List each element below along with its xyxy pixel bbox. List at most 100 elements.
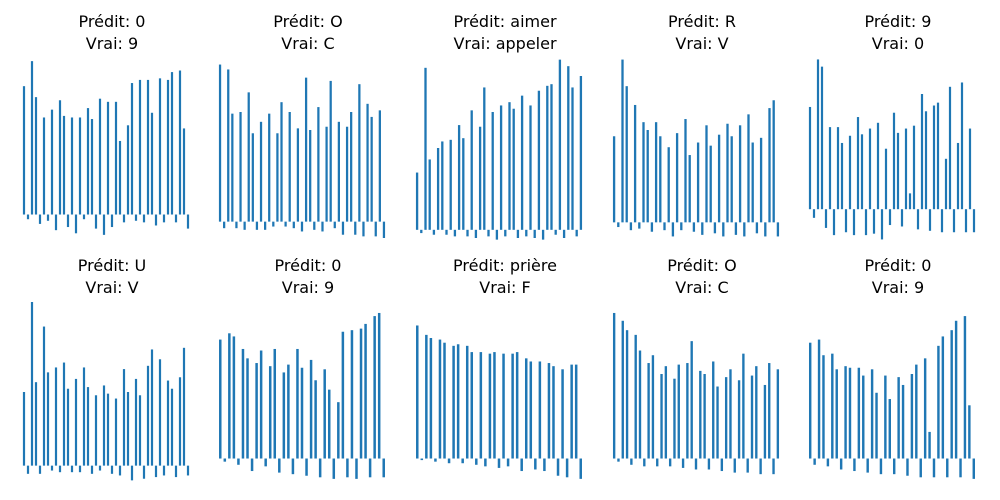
bar <box>546 85 549 230</box>
bar <box>106 393 110 466</box>
subplot-panel: Prédit: O Vrai: C <box>612 244 792 475</box>
bar <box>920 94 924 210</box>
bar <box>932 105 936 210</box>
bar <box>692 222 696 232</box>
bar <box>642 122 645 223</box>
bar <box>866 458 869 473</box>
bar <box>747 114 750 223</box>
bar <box>936 102 940 210</box>
bar <box>668 458 672 467</box>
bar <box>643 458 646 467</box>
bar <box>282 372 286 459</box>
bar <box>296 348 299 459</box>
bar <box>350 112 353 222</box>
bar <box>373 316 376 459</box>
bar <box>243 221 246 230</box>
bar <box>813 458 816 465</box>
bar <box>680 222 683 231</box>
bar <box>650 222 654 232</box>
bar <box>106 101 110 215</box>
bar <box>313 221 316 230</box>
bar <box>86 387 90 466</box>
bar <box>824 209 828 228</box>
bar <box>337 402 340 459</box>
bar <box>90 465 94 474</box>
bar-plot <box>415 59 583 240</box>
bar <box>901 384 905 459</box>
bar <box>237 458 240 465</box>
bar <box>479 352 483 459</box>
bar <box>30 302 34 466</box>
bar <box>337 121 340 222</box>
true-label: Vrai: V <box>85 278 139 297</box>
bar <box>552 366 555 459</box>
bar <box>621 320 624 459</box>
subplot-panel: Prédit: 9 Vrai: 0 <box>808 0 988 240</box>
bar <box>223 221 226 229</box>
bar <box>321 221 324 232</box>
true-label: Vrai: 9 <box>85 34 139 53</box>
bar <box>968 128 972 210</box>
bar <box>897 377 900 459</box>
bar <box>699 370 702 459</box>
bar <box>466 229 469 237</box>
bar <box>305 458 308 476</box>
bar <box>300 221 304 232</box>
bar <box>146 79 150 215</box>
bar <box>158 359 162 466</box>
bar <box>681 458 685 468</box>
bar <box>656 458 659 467</box>
bar <box>567 66 570 230</box>
bar <box>664 366 668 459</box>
bar <box>58 465 62 473</box>
bar <box>443 342 446 459</box>
bar <box>856 117 860 210</box>
bar <box>138 79 142 215</box>
bar <box>154 214 158 226</box>
bar <box>219 339 222 459</box>
bar <box>892 112 896 210</box>
bar <box>660 374 663 459</box>
bar <box>239 112 242 222</box>
bar <box>617 458 620 462</box>
bar <box>424 67 427 230</box>
predicted-label: Prédit: 0 <box>78 12 146 31</box>
bar-plot <box>808 59 976 240</box>
bar <box>441 141 444 230</box>
subplot-panel: Prédit: U Vrai: V <box>22 244 202 481</box>
bar <box>712 361 715 459</box>
true-label: Vrai: 9 <box>281 278 335 297</box>
bar <box>26 214 30 220</box>
bar <box>483 87 486 230</box>
bar <box>651 355 655 459</box>
bar <box>511 353 514 459</box>
bar <box>493 352 496 459</box>
bar <box>556 458 560 476</box>
bar <box>872 209 876 234</box>
bar <box>332 458 336 479</box>
true-label: Vrai: appeler <box>453 34 557 53</box>
bar <box>857 367 861 459</box>
predicted-label: Prédit: 0 <box>274 256 342 275</box>
bar <box>102 385 106 466</box>
bar <box>884 148 888 210</box>
bar <box>232 336 236 459</box>
bar <box>817 339 821 459</box>
bar <box>646 130 649 223</box>
bar <box>329 80 332 222</box>
bar <box>150 112 154 215</box>
bar-plot <box>22 302 190 481</box>
true-label: Vrai: C <box>675 278 729 297</box>
bar <box>816 59 820 210</box>
bar <box>959 458 962 478</box>
bar <box>114 101 118 215</box>
bar <box>832 209 836 236</box>
bar <box>246 358 249 459</box>
bar <box>876 122 880 210</box>
bar <box>908 193 912 210</box>
bar <box>677 364 680 459</box>
bar <box>309 359 313 459</box>
bar <box>359 328 363 459</box>
bar <box>696 142 700 223</box>
